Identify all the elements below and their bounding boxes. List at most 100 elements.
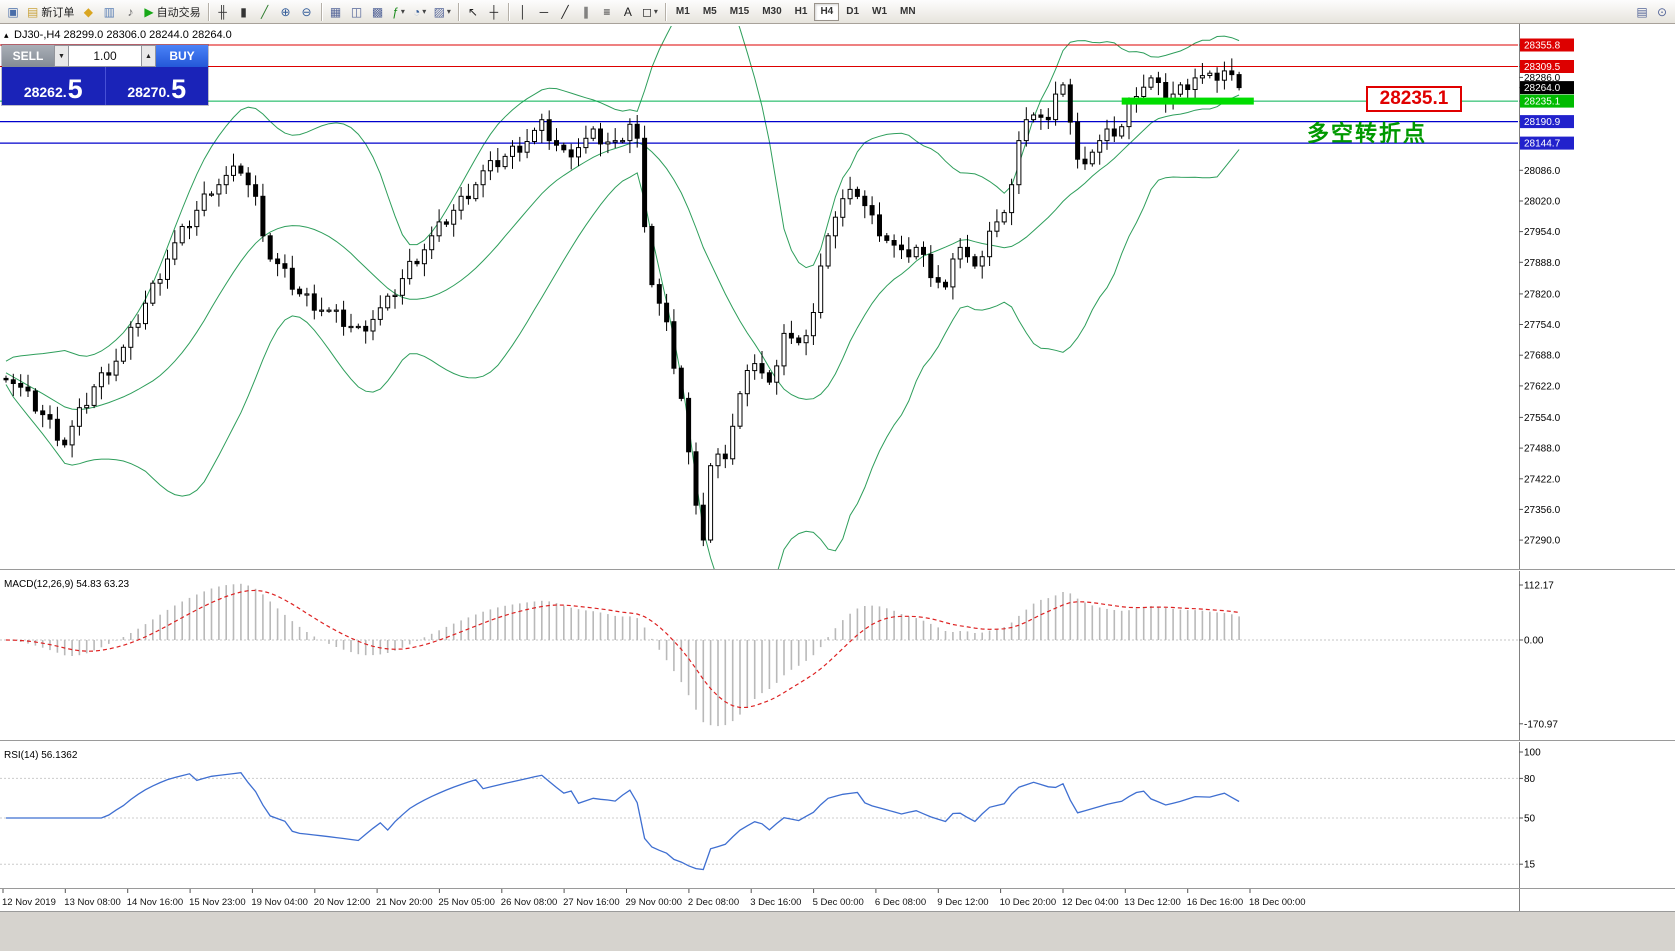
zoom-in-button[interactable]: ⊕	[276, 2, 296, 22]
time-axis-label: 13 Nov 08:00	[64, 897, 121, 908]
cursor-icon: ↖	[467, 4, 478, 19]
rsi-panel[interactable]	[0, 772, 1518, 871]
sell-button[interactable]: SELL	[2, 45, 54, 67]
autotrading-button[interactable]: ▶ 自动交易	[141, 2, 203, 22]
timeframe-h1[interactable]: H1	[794, 6, 808, 17]
time-axis-label: 10 Dec 20:00	[1000, 897, 1057, 908]
vertical-line-button[interactable]: │	[513, 2, 533, 22]
volume-decrease-button[interactable]: ▼	[54, 45, 69, 67]
shapes-icon: ◻	[641, 4, 652, 19]
dropdown-icon[interactable]: ▾	[422, 7, 427, 16]
channel-button[interactable]: ∥	[576, 2, 596, 22]
pivot-price-label[interactable]: 28235.1	[1366, 86, 1462, 112]
new-chart-button[interactable]: ▣	[3, 2, 23, 22]
price-axis-label: 28235.1	[1524, 97, 1561, 108]
dropdown-icon[interactable]: ▾	[446, 7, 451, 16]
toolbar-separator	[507, 2, 509, 21]
time-axis-label: 20 Nov 12:00	[314, 897, 371, 908]
package-icon-button[interactable]: ◆	[78, 2, 98, 22]
buy-price[interactable]: 28270. 5	[106, 67, 209, 105]
cursor-button[interactable]: ↖	[463, 2, 483, 22]
timeframe-d1[interactable]: D1	[846, 6, 860, 17]
time-axis-label: 9 Dec 12:00	[937, 897, 988, 908]
macd-panel[interactable]	[0, 583, 1518, 727]
time-axis-label: 14 Nov 16:00	[127, 897, 184, 908]
turning-point-text[interactable]: 多空转折点	[1307, 121, 1428, 146]
timeframe-mn[interactable]: MN	[900, 6, 916, 17]
support-highlight-bar[interactable]	[1121, 97, 1254, 105]
tile-windows-button[interactable]: ▦	[326, 2, 346, 22]
price-axis-label: 27888.0	[1524, 258, 1561, 269]
bar-chart-button[interactable]: ╫	[213, 2, 233, 22]
fibonacci-icon: ≡	[603, 4, 611, 19]
candlestick-series[interactable]	[0, 0, 1518, 613]
price-axis-label: 28309.5	[1524, 62, 1561, 73]
time-axis-label: 12 Nov 2019	[2, 897, 56, 908]
buy-button[interactable]: BUY	[156, 45, 208, 67]
price-axis-label: 112.17	[1524, 581, 1554, 592]
terminal-button[interactable]: ▥	[99, 2, 119, 22]
price-axis-label: 28086.0	[1524, 166, 1561, 177]
time-axis-label: 3 Dec 16:00	[750, 897, 801, 908]
search-button[interactable]: ⊙	[1652, 2, 1672, 22]
sell-price[interactable]: 28262. 5	[2, 67, 105, 105]
candlestick-chart-button[interactable]: ▮	[234, 2, 254, 22]
price-axis-label: 27820.0	[1524, 289, 1561, 300]
indicators-button[interactable]: ƒ ▾	[389, 2, 409, 22]
chart-header: DJ30-,H4 28299.0 28306.0 28244.0 28264.0	[14, 29, 232, 41]
indicators-icon: ƒ	[392, 4, 399, 19]
trendline-button[interactable]: ╱	[555, 2, 575, 22]
time-axis-label: 19 Nov 04:00	[251, 897, 308, 908]
dropdown-icon[interactable]: ▾	[653, 7, 658, 16]
time-axis-label: 13 Dec 12:00	[1124, 897, 1181, 908]
price-axis-label: 27290.0	[1524, 536, 1561, 547]
price-divider	[104, 67, 106, 105]
dropdown-icon[interactable]: ▾	[400, 7, 405, 16]
line-chart-button[interactable]: ╱	[255, 2, 275, 22]
collapse-panel-icon[interactable]: ▴	[4, 30, 9, 40]
crosshair-button[interactable]: ┼	[484, 2, 504, 22]
fibonacci-button[interactable]: ≡	[597, 2, 617, 22]
macd-label: MACD(12,26,9) 54.83 63.23	[4, 579, 130, 590]
periods-button[interactable]: ◔ ▾	[410, 2, 430, 22]
price-axis-label: 27754.0	[1524, 320, 1561, 331]
chart-background	[0, 24, 1675, 912]
text-tool-button[interactable]: A	[618, 2, 638, 22]
volume-input[interactable]: 1.00	[69, 45, 141, 67]
data-window-button[interactable]: ▤	[1632, 2, 1652, 22]
arrange-windows-button[interactable]: ◫	[347, 2, 367, 22]
volume-increase-button[interactable]: ▲	[141, 45, 156, 67]
trendline-icon: ╱	[561, 4, 569, 19]
time-axis[interactable]: 12 Nov 2019 13 Nov 08:00 14 Nov 16:00 15 No…	[2, 889, 1306, 908]
rsi-label: RSI(14) 56.1362	[4, 750, 78, 761]
timeframe-m1[interactable]: M1	[675, 6, 690, 17]
timeframe-h4[interactable]: H4	[814, 2, 840, 21]
toolbar-separator	[207, 2, 209, 21]
terminal-icon: ▥	[103, 4, 116, 19]
time-axis-label: 21 Nov 20:00	[376, 897, 433, 908]
timeframe-m15[interactable]: M15	[729, 6, 750, 17]
zoom-out-button[interactable]: ⊖	[297, 2, 317, 22]
cascade-windows-button[interactable]: ▩	[368, 2, 388, 22]
price-axis-label: 28190.9	[1524, 117, 1561, 128]
timeframe-m30[interactable]: M30	[762, 6, 782, 17]
templates-button[interactable]: ▨ ▾	[431, 2, 454, 22]
sell-price-main: 28262.	[23, 83, 67, 100]
autotrading-icon: ▶	[144, 4, 154, 19]
alerts-sound-button[interactable]: ♪	[120, 2, 140, 22]
new-order-button[interactable]: ▤ 新订单	[24, 2, 77, 22]
macd-signal-line	[5, 589, 1240, 709]
buy-price-big-digit: 5	[171, 74, 187, 105]
channel-icon: ∥	[582, 4, 589, 19]
horizontal-line-button[interactable]: ─	[534, 2, 554, 22]
timeframe-m5[interactable]: M5	[702, 6, 717, 17]
rsi-line	[6, 772, 1240, 871]
zoom-in-icon: ⊕	[280, 4, 291, 19]
price-axis-label: 28144.7	[1524, 139, 1561, 150]
shapes-button[interactable]: ◻ ▾	[639, 2, 661, 22]
price-axis-label: 28286.0	[1524, 73, 1561, 84]
timeframe-w1[interactable]: W1	[872, 6, 888, 17]
zoom-out-icon: ⊖	[301, 4, 312, 19]
